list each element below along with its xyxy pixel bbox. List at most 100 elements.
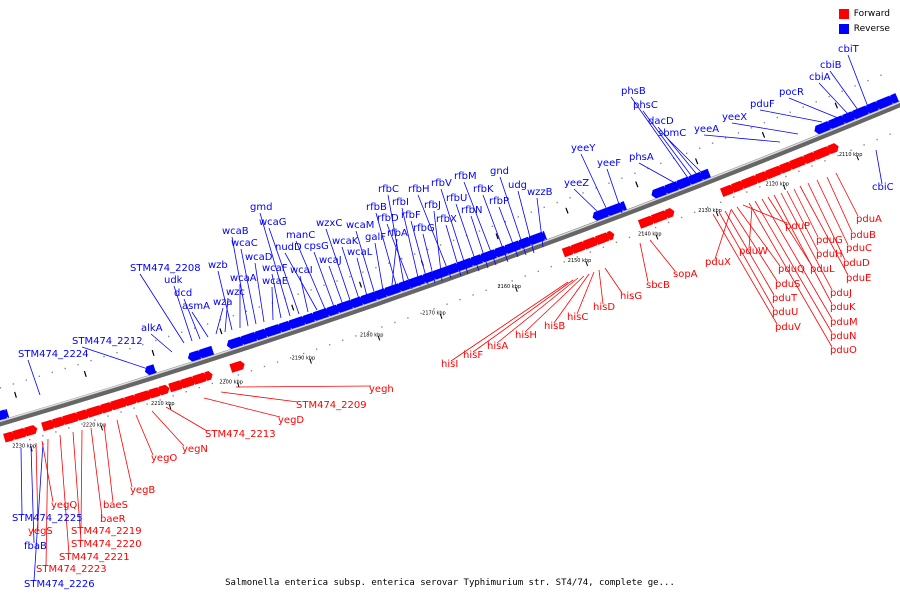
forward-gene-leader	[220, 391, 299, 403]
forward-guide-dot	[537, 270, 539, 273]
reverse-gene-leader	[231, 236, 249, 327]
reverse-gene-leader	[386, 223, 413, 290]
forward-gene-label: pduT	[772, 293, 798, 304]
reverse-gene-label: pduF	[750, 99, 775, 110]
reverse-gene-leader	[847, 54, 869, 108]
forward-gene-label: STM474_2209	[296, 400, 367, 411]
forward-gene-arrow	[158, 384, 170, 396]
reverse-gene-label: STM474_2224	[18, 349, 89, 360]
reverse-gene-arrow	[287, 316, 306, 329]
reverse-gene-arrow	[875, 95, 893, 110]
forward-gene-label: yegO	[151, 453, 177, 464]
reverse-guide-dot	[854, 85, 856, 87]
forward-gene-label: STM474_2223	[36, 564, 107, 575]
legend-reverse: Reverse	[838, 24, 890, 34]
kbp-tick-label: 2120 kbp	[766, 182, 790, 188]
reverse-guide-dot	[711, 142, 714, 144]
forward-guide-dot	[328, 344, 331, 346]
reverse-gene-label: phsB	[621, 86, 646, 97]
reverse-guide-dot	[155, 339, 157, 342]
forward-guide-dot	[107, 415, 109, 417]
forward-guide-dot	[94, 419, 96, 421]
forward-gene-leader	[203, 397, 281, 418]
reverse-gene-label: rfbD	[377, 213, 399, 224]
reverse-gene-arrow	[311, 307, 329, 321]
reverse-gene-leader	[217, 270, 233, 331]
forward-gene-arrow	[664, 208, 675, 219]
reverse-gene-label: udk	[164, 275, 183, 286]
forward-gene-leader	[748, 202, 833, 348]
reverse-gene-leader	[215, 307, 224, 335]
forward-guide-dot	[68, 427, 70, 429]
reverse-guide-dot	[90, 359, 92, 362]
forward-gene-leader	[736, 206, 781, 267]
reverse-gene-arrow	[889, 93, 899, 104]
reverse-guide-dot	[750, 127, 753, 129]
reverse-gene-arrow	[253, 328, 268, 341]
legend-forward-label: Forward	[853, 9, 890, 19]
reverse-gene-leader	[268, 227, 300, 315]
forward-gene-label: pduB	[850, 230, 876, 241]
forward-gene-label: pduC	[846, 243, 872, 254]
kbp-tick	[439, 313, 443, 319]
reverse-guide-dot	[569, 197, 571, 199]
reverse-gene-arrow	[239, 331, 258, 345]
forward-gene-arrow	[86, 405, 104, 418]
forward-guide-dot	[198, 386, 200, 389]
forward-gene-leader	[799, 185, 849, 276]
forward-gene-leader	[524, 275, 585, 333]
reverse-gene-label: asmA	[182, 301, 210, 312]
reverse-gene-label: rfbX	[436, 214, 457, 225]
forward-guide-dot	[420, 312, 422, 315]
reverse-guide-dot	[129, 347, 131, 350]
forward-guide-dot	[276, 361, 279, 363]
forward-gene-label: yegD	[278, 415, 304, 426]
reverse-gene-leader	[580, 153, 609, 213]
reverse-guide-dot	[219, 319, 222, 321]
forward-gene-leader	[724, 210, 775, 296]
forward-gene-label: pduN	[830, 331, 857, 342]
reverse-gene-label: cpsG	[304, 241, 329, 252]
reverse-gene-arrow	[651, 185, 667, 199]
reverse-gene-leader	[875, 149, 883, 185]
reverse-gene-arrow	[4, 408, 10, 418]
forward-guide-dot	[224, 378, 227, 380]
reverse-guide-dot	[867, 79, 869, 82]
forward-gene-arrow	[720, 184, 735, 197]
forward-gene-label: hisA	[487, 341, 508, 352]
forward-gene-leader	[786, 190, 819, 252]
forward-gene-arrow	[168, 380, 184, 393]
forward-guide-dot	[876, 138, 878, 141]
reverse-guide-dot	[582, 192, 584, 194]
forward-gene-leader	[598, 269, 604, 305]
forward-guide-dot	[16, 442, 18, 445]
forward-gene-leader	[151, 410, 185, 447]
forward-gene-arrow	[827, 143, 839, 155]
forward-gene-label: baeR	[100, 514, 126, 525]
forward-guide-dot	[211, 382, 214, 385]
reverse-guide-dot	[698, 147, 701, 149]
reverse-gene-label: wcaB	[222, 226, 249, 237]
forward-gene-leader	[730, 208, 778, 282]
reverse-gene-leader	[375, 212, 399, 293]
forward-guide-dot	[55, 431, 57, 433]
reverse-gene-leader	[482, 194, 509, 263]
reverse-gene-label: wcaC	[231, 238, 258, 249]
forward-gene-arrow	[741, 175, 759, 189]
forward-guide-dot	[29, 438, 31, 441]
reverse-gene-leader	[703, 134, 781, 143]
reverse-gene-label: STM474_2212	[72, 336, 143, 347]
reverse-gene-leader	[20, 447, 23, 516]
reverse-gene-leader	[759, 109, 823, 123]
forward-gene-arrow	[779, 161, 793, 174]
forward-gene-label: pduQ	[778, 264, 805, 275]
kbp-tick-label: 2180 kbp	[360, 332, 384, 338]
reverse-guide-dot	[517, 216, 520, 218]
forward-gene-arrow	[192, 372, 208, 385]
reverse-gene-label: rfbB	[366, 202, 387, 213]
forward-gene-arrow	[594, 232, 611, 245]
forward-gene-label: hisB	[544, 321, 565, 332]
forward-gene-label: yegQ	[51, 500, 77, 511]
reverse-gene-leader	[341, 246, 361, 303]
reverse-gene-label: yeeY	[571, 143, 596, 154]
